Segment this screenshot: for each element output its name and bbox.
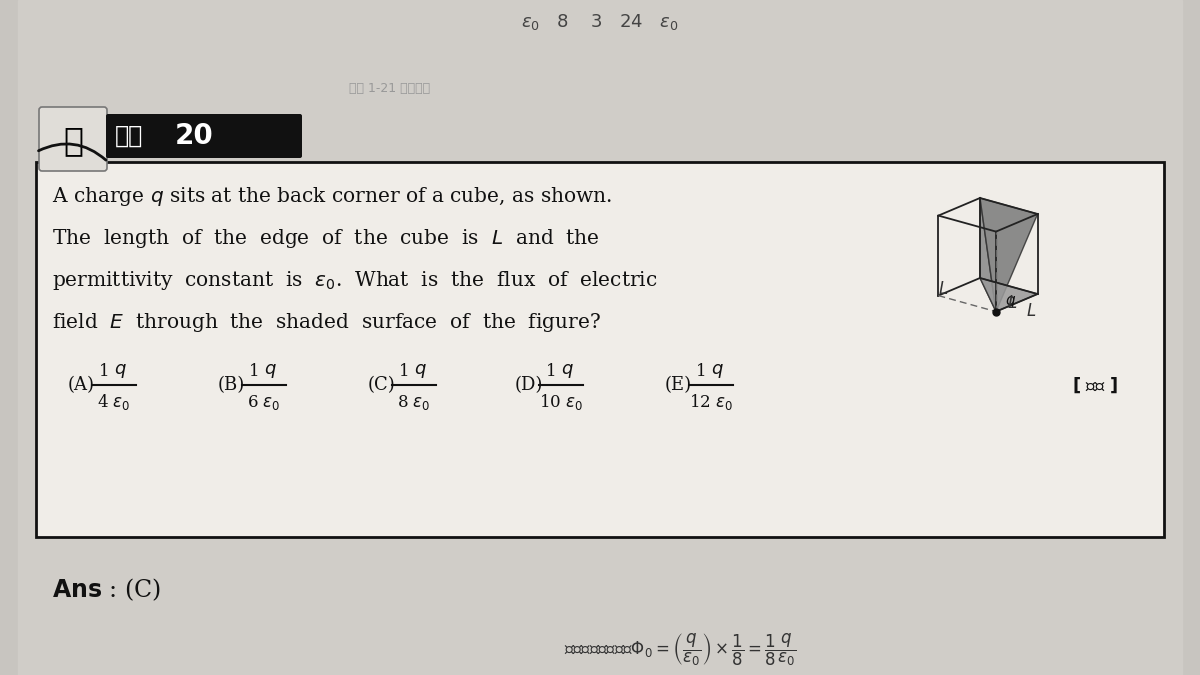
Text: 8 $\varepsilon_0$: 8 $\varepsilon_0$ [397,392,431,412]
Text: 12 $\varepsilon_0$: 12 $\varepsilon_0$ [689,392,733,412]
Text: $q$: $q$ [264,362,276,380]
Text: 1: 1 [546,362,557,379]
Text: $L$: $L$ [1007,294,1016,311]
Text: field  $E$  through  the  shaded  surface  of  the  figure?: field $E$ through the shaded surface of … [52,310,601,333]
Text: 4 $\varepsilon_0$: 4 $\varepsilon_0$ [97,392,131,412]
Text: (D): (D) [515,376,544,394]
Text: $q$: $q$ [1004,294,1016,310]
Text: (B): (B) [218,376,245,394]
Polygon shape [980,198,1038,312]
Text: 1: 1 [248,362,259,379]
Text: $q$: $q$ [710,362,724,380]
Text: 1: 1 [696,362,707,379]
FancyArrowPatch shape [38,144,106,160]
Bar [36,162,1164,537]
Text: $L$: $L$ [1026,303,1036,321]
Text: 全園 1-21 能力訓練: 全園 1-21 能力訓練 [349,82,431,95]
Text: 🤖: 🤖 [64,124,83,157]
Text: (E): (E) [665,376,692,394]
Text: 6 $\varepsilon_0$: 6 $\varepsilon_0$ [247,392,281,412]
Text: 10 $\varepsilon_0$: 10 $\varepsilon_0$ [539,392,583,412]
Text: (C): (C) [368,376,396,394]
Text: 1: 1 [98,362,109,379]
Text: 例題: 例題 [115,124,143,148]
Text: The  length  of  the  edge  of  the  cube  is  $L$  and  the: The length of the edge of the cube is $L… [52,227,600,250]
Text: $\mathbf{[}$ 台聯 $\mathbf{]}$: $\mathbf{[}$ 台聯 $\mathbf{]}$ [1072,375,1118,395]
FancyBboxPatch shape [38,107,107,171]
Text: 1: 1 [398,362,409,379]
Text: $\bf{Ans}$ : (C): $\bf{Ans}$ : (C) [52,576,161,603]
Polygon shape [980,278,1038,312]
Text: permittivity  constant  is  $\varepsilon_0$.  What  is  the  flux  of  electric: permittivity constant is $\varepsilon_0$… [52,269,658,292]
Text: $q$: $q$ [114,362,126,380]
Text: $\varepsilon_0$   8    3   24   $\varepsilon_0$: $\varepsilon_0$ 8 3 24 $\varepsilon_0$ [521,12,679,32]
Text: 由高斯定律，得：$\Phi_0 = \left(\dfrac{q}{\varepsilon_0}\right)\times\dfrac{1}{8}=\dfrac: 由高斯定律，得：$\Phi_0 = \left(\dfrac{q}{\varep… [564,632,797,668]
Polygon shape [980,198,996,312]
Text: $q$: $q$ [560,362,574,380]
Text: (A): (A) [68,376,95,394]
Text: $L$: $L$ [938,281,948,298]
Text: $q$: $q$ [414,362,426,380]
FancyBboxPatch shape [106,114,302,158]
Text: 20: 20 [175,122,214,150]
Text: A charge $q$ sits at the back corner of a cube, as shown.: A charge $q$ sits at the back corner of … [52,184,612,207]
